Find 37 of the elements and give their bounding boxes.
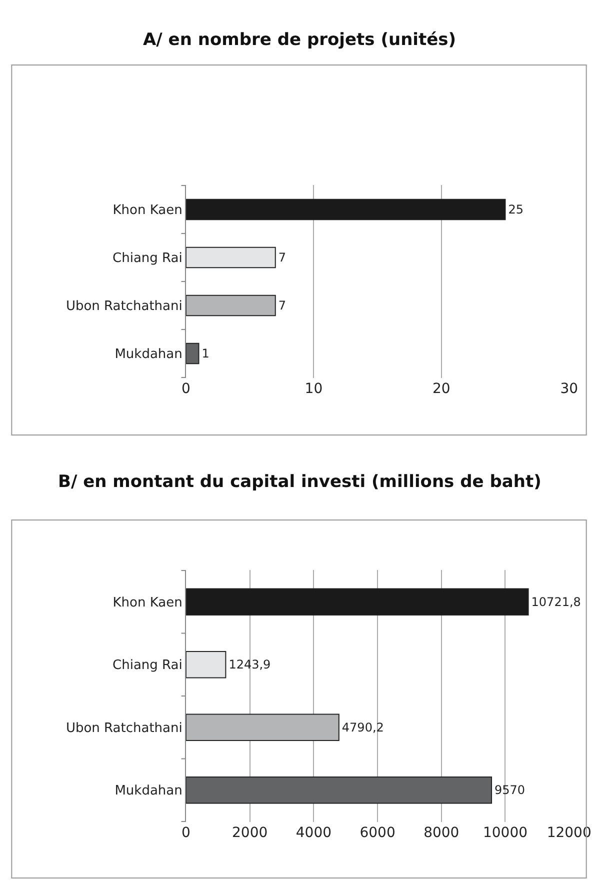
bar [186, 198, 506, 220]
data-label: 1243,9 [228, 658, 271, 672]
data-label: 4790,2 [342, 720, 384, 734]
y-tick-label: Khon Kaen [112, 595, 182, 610]
data-label: 9570 [494, 783, 526, 798]
bar [186, 714, 340, 742]
data-label: 7 [278, 250, 286, 264]
bar [186, 588, 529, 616]
x-tick-label: 12000 [546, 825, 592, 841]
y-tick-label: Ubon Ratchathani [66, 720, 182, 736]
y-tick-label: Chiang Rai [112, 658, 182, 674]
data-label: 25 [508, 202, 524, 216]
x-tick-label: 6000 [360, 825, 396, 841]
x-tick-label: 2000 [232, 825, 268, 841]
chart-title: A/ en nombre de projets (unités) [143, 30, 456, 50]
x-tick-label: 0 [182, 381, 190, 397]
x-tick-label: 8000 [424, 825, 460, 841]
data-label: 10721,8 [531, 594, 581, 609]
bar [186, 246, 276, 268]
x-tick-label: 4000 [296, 825, 332, 841]
y-tick-label: Mukdahan [114, 784, 182, 799]
bar [186, 650, 226, 678]
bar [186, 294, 276, 316]
y-tick-label: Ubon Ratchathani [66, 299, 182, 314]
data-label: 1 [202, 346, 210, 360]
y-tick-label: Khon Kaen [112, 203, 182, 218]
bar [186, 776, 492, 804]
bar [186, 342, 200, 364]
x-tick-label: 20 [432, 381, 450, 397]
y-tick-label: Chiang Rai [112, 251, 182, 266]
x-tick-label: 30 [560, 381, 578, 397]
x-tick-label: 10000 [482, 825, 528, 841]
chart-title: B/ en montant du capital investi (millions de baht) [58, 472, 542, 492]
y-tick-label: Mukdahan [114, 347, 182, 362]
x-tick-label: 0 [182, 825, 190, 841]
x-tick-label: 10 [304, 381, 323, 397]
data-label: 7 [278, 298, 286, 312]
